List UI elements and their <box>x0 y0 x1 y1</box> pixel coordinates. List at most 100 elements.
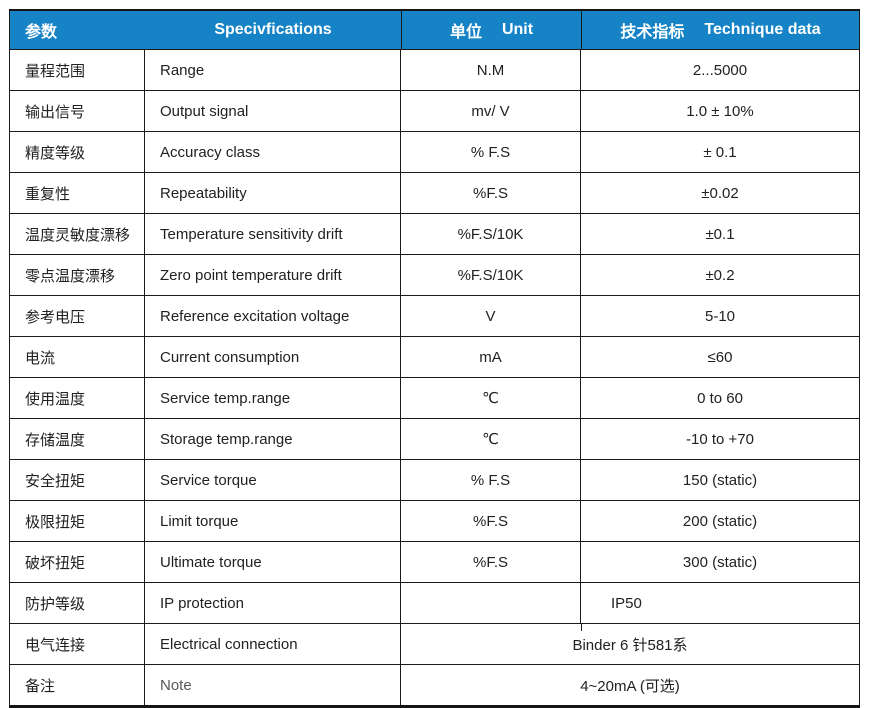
value-cell: -10 to +70 <box>581 419 859 459</box>
table-row: 破坏扭矩 Ultimate torque %F.S 300 (static) <box>10 542 859 583</box>
unit-label: %F.S <box>472 553 508 571</box>
param-cell: 电气连接 <box>10 624 145 664</box>
spec-cell: Current consumption <box>145 337 401 377</box>
value-label: ≤60 <box>707 348 733 366</box>
spec-cell: Output signal <box>145 91 401 131</box>
spec-label: Note <box>160 676 192 694</box>
table-body: 量程范围 Range N.M 2...5000 输出信号 Output sign… <box>10 50 859 705</box>
unit-label: ℃ <box>482 390 499 407</box>
spec-label: Electrical connection <box>160 635 298 653</box>
param-label: 破坏扭矩 <box>25 554 86 572</box>
table-row: 电流 Current consumption mA ≤60 <box>10 337 859 378</box>
table-row: 温度灵敏度漂移 Temperature sensitivity drift %F… <box>10 214 859 255</box>
spec-cell: Limit torque <box>145 501 401 541</box>
value-cell: ≤60 <box>581 337 859 377</box>
spec-label: Temperature sensitivity drift <box>160 225 343 243</box>
header-unit-en-label: Unit <box>501 21 534 38</box>
param-cell: 精度等级 <box>10 132 145 172</box>
unit-cell: %F.S <box>401 501 581 541</box>
value-cell: 4~20mA (可选) <box>401 665 859 705</box>
specifications-table: 参数 Specivfications 单位 Unit 技术指标 Techniqu… <box>9 9 860 708</box>
table-row: 备注 Note 4~20mA (可选) <box>10 665 859 705</box>
spec-cell: Electrical connection <box>145 624 401 664</box>
header-cell-param: 参数 <box>10 11 145 49</box>
value-label: 1.0 ± 10% <box>686 102 754 120</box>
param-label: 重复性 <box>25 185 71 203</box>
param-cell: 重复性 <box>10 173 145 213</box>
param-label: 参考电压 <box>25 308 86 326</box>
unit-label: %F.S <box>472 512 508 530</box>
value-cell: 0 to 60 <box>581 378 859 418</box>
param-cell: 破坏扭矩 <box>10 542 145 582</box>
value-label: ±0.1 <box>705 225 735 243</box>
unit-label: % F.S <box>470 143 511 161</box>
spec-label: Ultimate torque <box>160 553 262 571</box>
unit-label: %F.S/10K <box>457 266 524 284</box>
param-label: 电流 <box>25 349 56 367</box>
value-cell: 5-10 <box>581 296 859 336</box>
unit-cell: %F.S <box>401 542 581 582</box>
value-label: Binder 6 针581系 <box>572 636 688 654</box>
value-cell: Binder 6 针581系 <box>401 624 859 664</box>
value-label: ± 0.1 <box>703 143 737 161</box>
spec-label: Output signal <box>160 102 249 120</box>
value-cell: 300 (static) <box>581 542 859 582</box>
param-label: 极限扭矩 <box>25 513 86 531</box>
unit-cell: V <box>401 296 581 336</box>
value-cell: ±0.02 <box>581 173 859 213</box>
value-label: ±0.02 <box>701 184 739 202</box>
unit-cell: %F.S <box>401 173 581 213</box>
unit-cell: N.M <box>401 50 581 90</box>
value-label: ±0.2 <box>705 266 735 284</box>
table-row: 精度等级 Accuracy class % F.S ± 0.1 <box>10 132 859 173</box>
table-row: 使用温度 Service temp.range ℃ 0 to 60 <box>10 378 859 419</box>
unit-label: % F.S <box>470 471 511 489</box>
value-label: 2...5000 <box>692 61 748 79</box>
value-cell: IP50 <box>581 583 859 623</box>
spec-cell: Accuracy class <box>145 132 401 172</box>
header-cell-unit: 单位 Unit <box>401 11 581 49</box>
spec-label: Repeatability <box>160 184 247 202</box>
header-unit-zh-label: 单位 <box>449 24 482 41</box>
param-cell: 温度灵敏度漂移 <box>10 214 145 254</box>
spec-label: Reference excitation voltage <box>160 307 350 325</box>
header-tech-en-label: Technique data <box>704 21 821 38</box>
spec-label: Current consumption <box>160 348 300 366</box>
header-spec-label: Specivfications <box>214 21 332 38</box>
spec-label: Service temp.range <box>160 389 291 407</box>
spec-cell: Zero point temperature drift <box>145 255 401 295</box>
value-label: 4~20mA (可选) <box>580 677 680 695</box>
value-label: 300 (static) <box>682 553 758 571</box>
param-label: 存储温度 <box>25 431 86 449</box>
param-label: 温度灵敏度漂移 <box>25 226 131 244</box>
unit-label: ℃ <box>482 431 499 448</box>
unit-cell: mv/ V <box>401 91 581 131</box>
table-row: 输出信号 Output signal mv/ V 1.0 ± 10% <box>10 91 859 132</box>
value-cell: 2...5000 <box>581 50 859 90</box>
value-cell: ±0.1 <box>581 214 859 254</box>
unit-cell: mA <box>401 337 581 377</box>
spec-label: IP protection <box>160 594 244 612</box>
unit-cell: % F.S <box>401 460 581 500</box>
unit-cell: ℃ <box>401 419 581 459</box>
spec-cell: Service torque <box>145 460 401 500</box>
table-row: 重复性 Repeatability %F.S ±0.02 <box>10 173 859 214</box>
table-row: 电气连接 Electrical connection Binder 6 针581… <box>10 624 859 665</box>
unit-label: mA <box>479 348 502 366</box>
value-label: 0 to 60 <box>697 389 743 407</box>
param-label: 安全扭矩 <box>25 472 86 490</box>
header-cell-specifications: Specivfications <box>145 11 401 49</box>
value-label: IP50 <box>611 594 642 612</box>
unit-cell <box>401 583 581 623</box>
spec-label: Service torque <box>160 471 257 489</box>
param-cell: 存储温度 <box>10 419 145 459</box>
spec-cell: Reference excitation voltage <box>145 296 401 336</box>
unit-label: %F.S/10K <box>457 225 524 243</box>
unit-label: %F.S <box>472 184 508 202</box>
spec-cell: IP protection <box>145 583 401 623</box>
header-cell-technique-data: 技术指标 Technique data <box>581 11 859 49</box>
spec-cell: Range <box>145 50 401 90</box>
spec-label: Zero point temperature drift <box>160 266 342 284</box>
table-row: 极限扭矩 Limit torque %F.S 200 (static) <box>10 501 859 542</box>
param-cell: 参考电压 <box>10 296 145 336</box>
